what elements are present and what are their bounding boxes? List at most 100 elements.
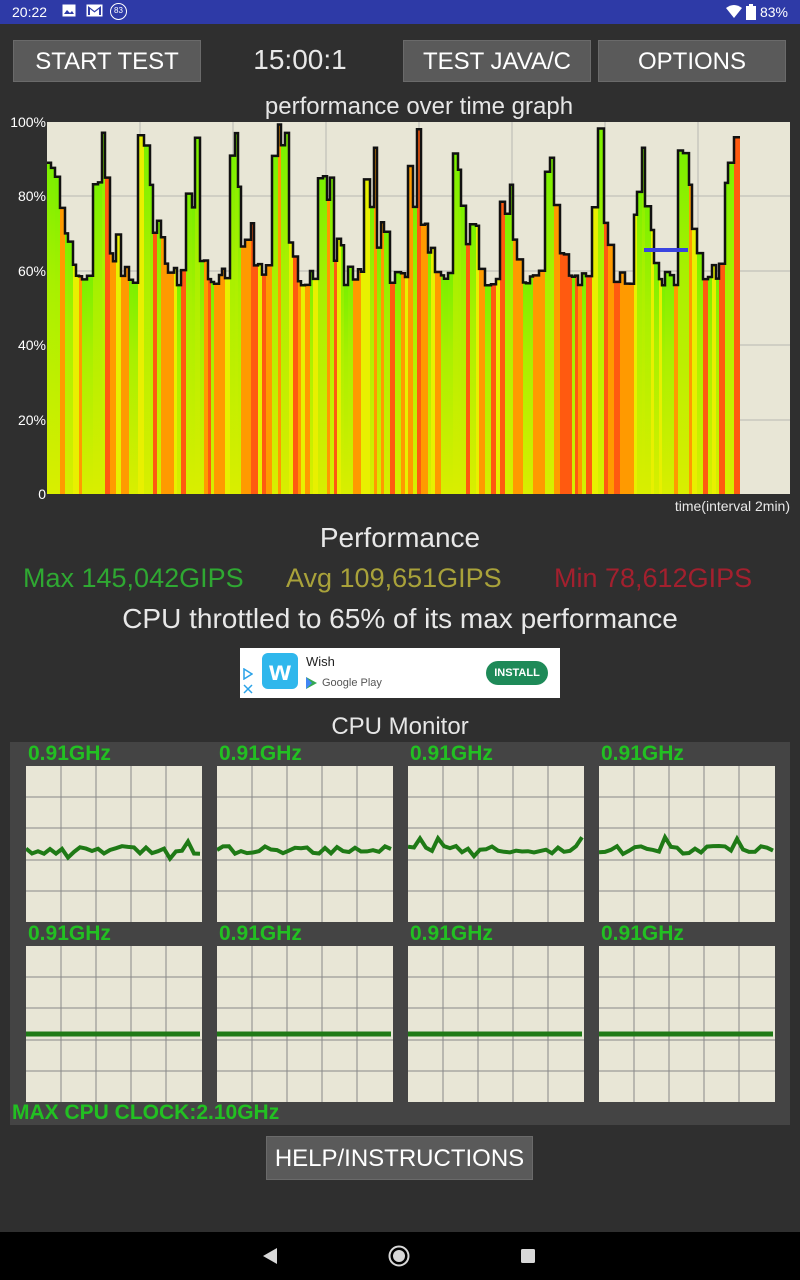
performance-bar <box>564 254 569 494</box>
ad-banner[interactable]: w Wish Google Play INSTALL <box>240 648 560 698</box>
test-java-c-button[interactable]: TEST JAVA/C <box>403 40 591 82</box>
time-axis-label: time(interval 2min) <box>674 498 790 514</box>
start-test-button[interactable]: START TEST <box>13 40 201 82</box>
performance-bar <box>703 279 708 494</box>
cpu-core-frequency: 0.91GHz <box>219 922 302 945</box>
performance-bar <box>358 269 361 494</box>
performance-bar <box>491 284 496 494</box>
graph-title: performance over time graph <box>264 93 574 120</box>
performance-bar <box>177 285 181 494</box>
performance-bar <box>174 267 177 494</box>
performance-bar <box>381 222 384 494</box>
cpu-core-frequency: 0.91GHz <box>219 742 302 765</box>
performance-bar <box>235 133 238 494</box>
performance-bar <box>637 191 642 494</box>
performance-bar <box>448 272 453 494</box>
performance-bar <box>181 270 186 494</box>
performance-bar <box>408 165 413 494</box>
performance-bar <box>670 275 674 494</box>
performance-bar <box>390 282 395 494</box>
cpu-core-graph <box>599 946 775 1102</box>
performance-bar <box>121 275 125 494</box>
performance-bar <box>254 265 258 494</box>
performance-bars <box>47 124 740 494</box>
wifi-icon <box>726 5 742 18</box>
performance-bar <box>466 244 470 494</box>
performance-bar <box>82 279 87 494</box>
battery-icon <box>746 4 756 20</box>
performance-bar <box>214 283 219 494</box>
performance-bar <box>604 222 608 494</box>
performance-bar <box>68 241 73 494</box>
cpu-core-graph <box>598 766 775 922</box>
recents-icon[interactable] <box>521 1249 535 1263</box>
performance-bar <box>712 265 716 494</box>
ad-close-icon[interactable] <box>243 684 253 694</box>
performance-bar <box>204 260 208 494</box>
performance-bar <box>572 276 575 494</box>
cpu-core-graph <box>24 766 202 922</box>
performance-bar <box>116 234 121 494</box>
options-button[interactable]: OPTIONS <box>598 40 786 82</box>
performance-bar <box>65 233 68 494</box>
performance-bar <box>200 261 204 494</box>
performance-bar <box>539 270 545 494</box>
performance-bar <box>153 232 157 494</box>
performance-bar <box>421 224 425 494</box>
performance-bar <box>517 259 523 494</box>
performance-bar <box>476 225 479 494</box>
performance-bar <box>79 276 82 494</box>
performance-bar <box>51 167 55 494</box>
cpu-core-frequency: 0.91GHz <box>410 922 493 945</box>
performance-bar <box>505 213 510 494</box>
back-icon[interactable] <box>262 1247 278 1265</box>
help-instructions-button[interactable]: HELP/INSTRUCTIONS <box>266 1136 533 1180</box>
performance-bar <box>334 260 337 494</box>
cpu-core-frequency: 0.91GHz <box>601 742 684 765</box>
performance-bar <box>560 253 564 494</box>
performance-bar <box>405 276 408 494</box>
performance-bar <box>230 155 235 494</box>
performance-title: Performance <box>319 522 481 553</box>
performance-bar <box>341 245 344 494</box>
throttle-summary: CPU throttled to 65% of its max performa… <box>122 603 678 634</box>
home-icon[interactable] <box>388 1245 410 1267</box>
performance-bar <box>313 278 318 494</box>
performance-bar <box>608 244 614 494</box>
performance-bar <box>683 153 689 494</box>
performance-bar <box>225 278 230 494</box>
cpu-core-graph <box>407 766 584 922</box>
performance-bar <box>98 182 102 494</box>
performance-graph <box>47 122 790 494</box>
performance-bar <box>417 129 421 494</box>
performance-bar <box>654 263 659 494</box>
performance-bar <box>47 162 51 494</box>
performance-bar <box>113 261 116 494</box>
performance-bar <box>444 278 448 494</box>
performance-bar <box>526 283 530 494</box>
performance-bar <box>330 177 334 494</box>
performance-bar <box>305 284 310 494</box>
ad-install-button[interactable]: INSTALL <box>486 661 548 685</box>
performance-bar <box>266 265 272 494</box>
performance-bar <box>208 279 211 494</box>
min-performance: Min 78,612GIPS <box>554 563 753 593</box>
performance-bar <box>370 206 374 494</box>
performance-bar <box>523 282 526 494</box>
performance-bar <box>510 184 513 494</box>
ad-store-name: Google Play <box>322 677 382 689</box>
ad-choices-icon[interactable] <box>243 668 253 680</box>
performance-bar <box>278 124 281 494</box>
y-tick-80: 80% <box>17 188 46 204</box>
cpu-core-usage-line <box>598 832 774 857</box>
cpu-monitor-title: CPU Monitor <box>331 713 469 740</box>
performance-bar <box>545 171 550 494</box>
performance-bar <box>138 135 144 494</box>
performance-bar <box>697 253 703 494</box>
performance-bar <box>716 278 719 494</box>
performance-bar <box>144 145 150 494</box>
performance-bar <box>575 275 578 494</box>
performance-bar <box>441 275 444 494</box>
gmail-icon <box>86 4 103 17</box>
performance-bar <box>318 178 323 494</box>
